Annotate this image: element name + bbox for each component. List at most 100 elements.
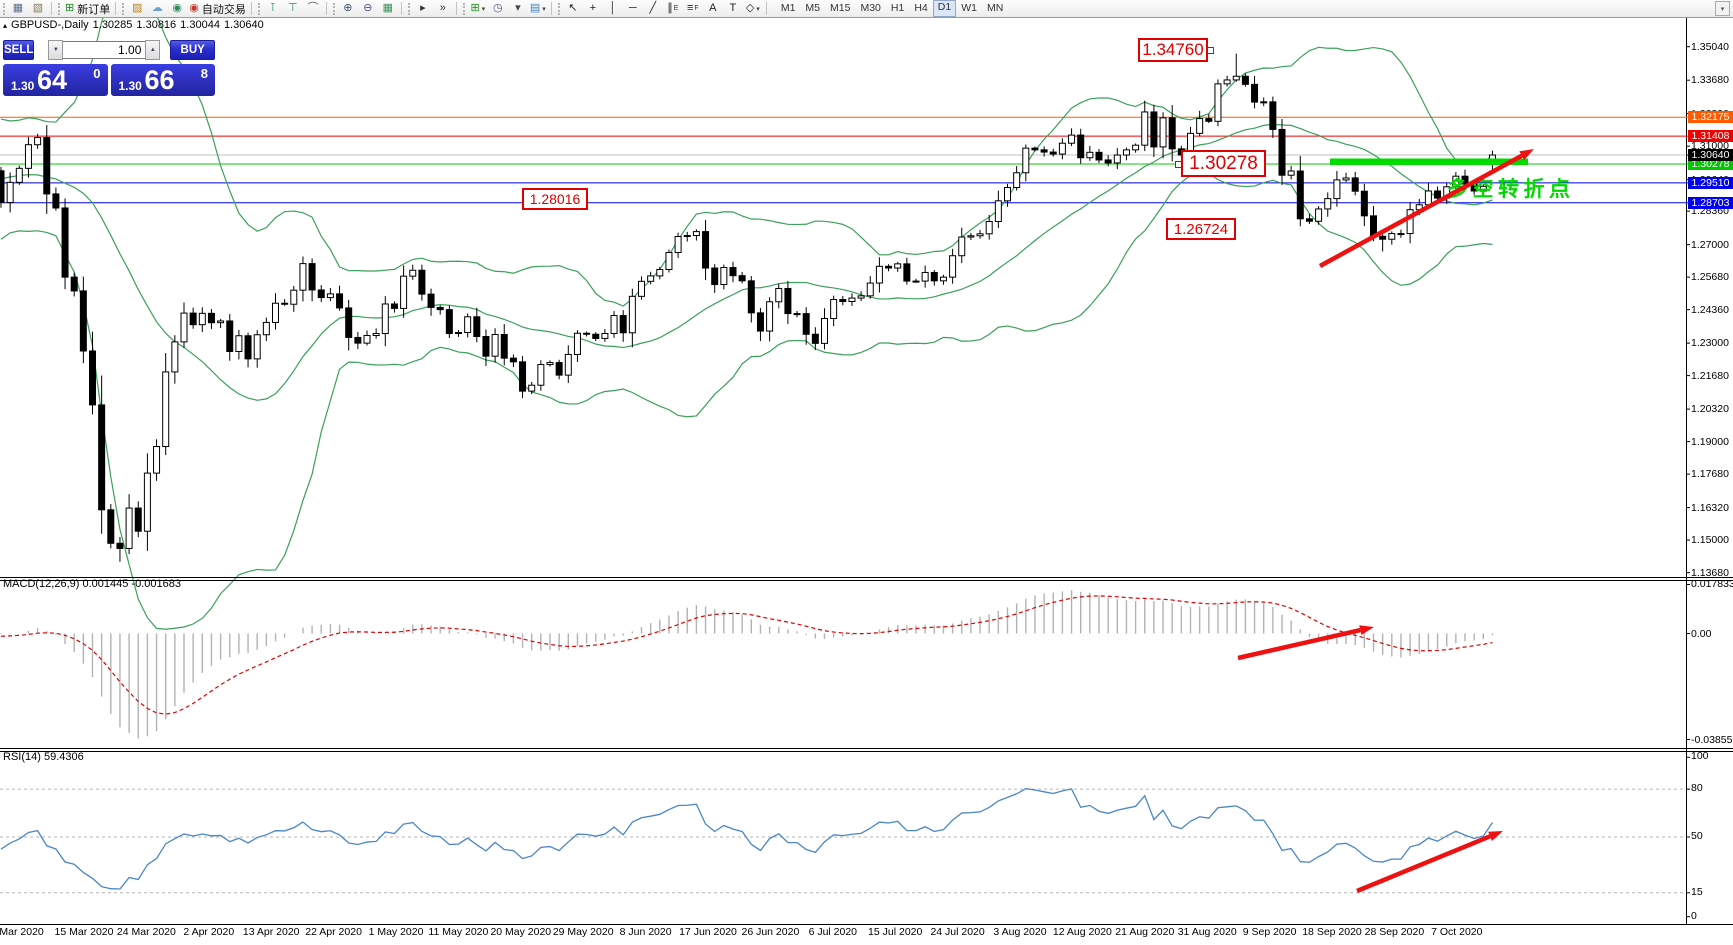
toolbar-grip [462, 2, 465, 15]
zoom-in-button[interactable]: ⊕ [338, 1, 358, 16]
step-forward-button[interactable]: ▸ [413, 1, 433, 16]
timeframe-button-H1[interactable]: H1 [890, 2, 905, 14]
crosshair-button[interactable]: + [583, 1, 603, 16]
trend-arrow-macd[interactable] [1237, 625, 1374, 661]
ohlc-high: 1.30816 [136, 19, 177, 31]
text-button[interactable]: A [703, 1, 723, 16]
macd-layer [0, 590, 1494, 739]
fibonacci-button[interactable]: ≡ F [683, 1, 703, 16]
chevron-down-icon: ▾ [542, 5, 546, 13]
horizontal-lines-layer[interactable] [0, 116, 1686, 204]
toolbar-grip [557, 2, 560, 15]
volume-input[interactable] [63, 41, 146, 59]
chart-profiles-button[interactable]: ▧ [28, 1, 48, 16]
timeframe-button-D1[interactable]: D1 [932, 0, 957, 17]
channel-icon-suffix: E [673, 5, 679, 12]
trendline-icon: ╱ [649, 2, 657, 14]
add-indicator-icon: ⊞ [470, 2, 480, 14]
chart-type-icon: ▤ [529, 2, 541, 14]
sell-button[interactable]: SELL [3, 40, 35, 60]
buy-button[interactable]: BUY [170, 40, 215, 60]
timeframe-button-MN[interactable]: MN [986, 2, 1004, 14]
volume-decrease-button[interactable]: ▼ [48, 40, 64, 60]
autotrade-button-label: 自动交易 [201, 3, 246, 16]
toolbar-grip [332, 2, 335, 15]
timeframe-button-M5[interactable]: M5 [805, 2, 821, 14]
templates-button[interactable]: ▾ [508, 1, 528, 16]
toolbar-separator [250, 2, 252, 15]
annotations-layer[interactable]: 多空转折点 [1237, 149, 1575, 894]
publish-button[interactable]: ☁ [147, 1, 167, 16]
timeframe-button-W1[interactable]: W1 [961, 2, 977, 14]
toolbar-separator [51, 2, 52, 15]
clock-button[interactable]: ◷ [488, 1, 508, 16]
signal-button[interactable]: ◉ [167, 1, 187, 16]
autotrade-icon: ◉ [189, 2, 199, 14]
vline-button[interactable]: │ [603, 1, 623, 16]
chart-autoscroll-button[interactable]: ⊤ [283, 1, 303, 16]
sell-price-big: 64 [37, 65, 68, 95]
trend-arrow-main[interactable] [1318, 149, 1534, 268]
zoom-out-button[interactable]: ⊖ [358, 1, 378, 16]
step-end-icon: » [439, 2, 446, 14]
volume-increase-button[interactable]: ▲ [145, 40, 161, 60]
new-order-button[interactable]: ⊞ 新订单 [63, 1, 112, 16]
buy-price-pip: 8 [200, 66, 208, 81]
cursor-icon: ↖ [568, 2, 578, 14]
bollinger-middle [0, 123, 1493, 401]
label-button[interactable]: T [723, 1, 743, 16]
templates-icon: ▾ [515, 2, 521, 14]
sell-price-panel[interactable]: 1.30 64 0 [3, 64, 108, 96]
hline-button[interactable]: ─ [623, 1, 643, 16]
timeframe-button-M15[interactable]: M15 [830, 2, 851, 14]
cursor-button[interactable]: ↖ [563, 1, 583, 16]
resistance-bar[interactable] [1330, 158, 1528, 166]
candles-layer [0, 53, 1496, 562]
channel-icon: ∥ [667, 2, 673, 14]
trend-arrow-rsi[interactable] [1356, 831, 1503, 894]
ohlc-low: 1.30044 [180, 19, 220, 31]
chart-shift-icon: ⊺ [269, 2, 276, 14]
trendline-button[interactable]: ╱ [643, 1, 663, 16]
cleanup-button[interactable]: ▨ [127, 1, 147, 16]
bollinger-lower [0, 172, 1493, 630]
add-indicator-button[interactable]: ⊞ ▾ [468, 1, 488, 16]
rsi-layer [0, 788, 1686, 894]
chart-scale-icon: ⌒ [307, 2, 319, 14]
tile-windows-button[interactable]: ▦ [378, 1, 398, 16]
tile-windows-icon: ▦ [382, 2, 394, 14]
cn-annotation-text[interactable]: 多空转折点 [1447, 177, 1575, 201]
shapes-button[interactable]: ◇ ▾ [743, 1, 763, 16]
publish-icon: ☁ [151, 2, 163, 14]
zoom-in-icon: ⊕ [343, 2, 353, 14]
channel-button[interactable]: ∥ E [663, 1, 683, 16]
chart-type-button[interactable]: ▤ ▾ [528, 1, 548, 16]
autotrade-button[interactable]: ◉ 自动交易 [187, 1, 248, 16]
sell-price-pip: 0 [93, 66, 101, 81]
new-order-button-label: 新订单 [77, 3, 111, 16]
step-end-button[interactable]: » [433, 1, 453, 16]
macd-signal-line [0, 595, 1493, 715]
buy-price-panel[interactable]: 1.30 66 8 [110, 64, 215, 96]
toolbar-grip [407, 2, 410, 15]
chevron-down-icon: ▾ [756, 5, 760, 13]
chevron-down-icon: ▾ [481, 5, 486, 13]
toolbar-overflow-button[interactable]: ▾ [1715, 1, 1730, 16]
timeframe-button-M30[interactable]: M30 [860, 2, 881, 14]
rsi-line [0, 788, 1493, 890]
timeframe-button-M1[interactable]: M1 [780, 2, 796, 14]
toolbar-separator [325, 2, 327, 15]
signal-icon: ◉ [172, 2, 183, 14]
timeframe-button-H4[interactable]: H4 [914, 2, 928, 14]
bollinger-upper [0, 0, 1493, 307]
hline-icon: ─ [628, 2, 637, 14]
chart-scale-button[interactable]: ⌒ [303, 1, 323, 16]
fibonacci-icon-suffix: F [694, 5, 699, 12]
clock-icon: ◷ [493, 2, 503, 14]
chart-window-button[interactable]: ▦ [8, 1, 28, 16]
label-icon: T [729, 2, 737, 14]
chart-window-icon: ▦ [12, 2, 24, 14]
chart-shift-button[interactable]: ⊺ [263, 1, 283, 16]
